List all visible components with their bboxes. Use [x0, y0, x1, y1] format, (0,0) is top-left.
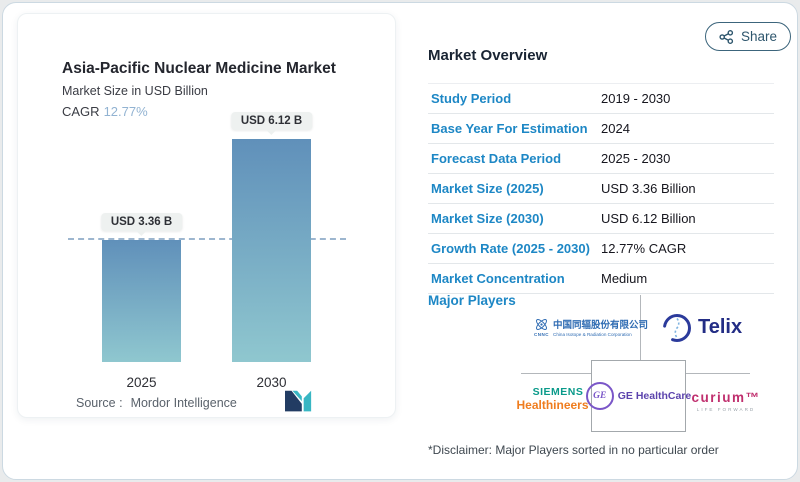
- cagr-line: CAGR 12.77%: [62, 104, 148, 119]
- table-row: Market Size (2030) USD 6.12 Billion: [428, 204, 774, 234]
- row-value: USD 3.36 Billion: [601, 181, 696, 196]
- share-button-label: Share: [741, 29, 778, 44]
- row-label: Market Concentration: [431, 271, 565, 286]
- siemens-word: SIEMENS: [532, 386, 584, 398]
- ge-monogram-icon: GE: [585, 382, 614, 410]
- telix-ring-icon: [663, 314, 691, 342]
- row-value: 2024: [601, 121, 630, 136]
- row-label: Growth Rate (2025 - 2030): [431, 241, 590, 256]
- mordor-intelligence-logo-icon: [285, 390, 313, 419]
- bar-2025: [102, 240, 181, 362]
- row-label: Market Size (2025): [431, 181, 544, 196]
- source-line: Source : Mordor Intelligence: [76, 396, 237, 410]
- source-label: Source :: [76, 396, 123, 410]
- bar-value-tooltip: USD 6.12 B: [230, 112, 313, 130]
- share-button[interactable]: Share: [705, 22, 792, 51]
- cnnc-abbr: CNNC: [534, 332, 549, 337]
- cagr-value: 12.77%: [103, 104, 148, 119]
- table-row: Base Year For Estimation 2024: [428, 114, 774, 144]
- table-row: Market Concentration Medium: [428, 264, 774, 294]
- curium-tagline: LIFE FORWARD: [696, 406, 756, 412]
- plot-area: USD 3.36 B 2025 USD 6.12 B 2030: [58, 112, 358, 390]
- curium-name: curium™: [691, 390, 761, 405]
- overview-panel: Share Market Overview Study Period 2019 …: [428, 3, 792, 479]
- row-label: Market Size (2030): [431, 211, 544, 226]
- china-isotope-name-en: China Isotope & Radiation Corporation: [553, 332, 632, 337]
- orgchart-vertical-line: [640, 295, 641, 360]
- source-name: Mordor Intelligence: [130, 396, 237, 410]
- overview-title: Market Overview: [428, 47, 548, 64]
- cagr-label: CAGR: [62, 104, 100, 119]
- row-value: 12.77% CAGR: [601, 241, 687, 256]
- row-value: USD 6.12 Billion: [601, 211, 696, 226]
- row-value: Medium: [601, 271, 648, 286]
- ge-healthcare-name: GE HealthCare: [617, 390, 692, 402]
- telix-name: Telix: [698, 315, 743, 338]
- player-logo-curium: curium™ LIFE FORWARD: [689, 389, 763, 413]
- major-players-heading: Major Players: [428, 293, 516, 308]
- table-row: Study Period 2019 - 2030: [428, 84, 774, 114]
- bar-2030: [232, 139, 311, 362]
- row-label: Study Period: [431, 91, 512, 106]
- cnnc-emblem-icon: CNNC: [534, 317, 549, 337]
- row-label: Base Year For Estimation: [431, 121, 588, 136]
- share-icon: [719, 29, 734, 44]
- table-row: Market Size (2025) USD 3.36 Billion: [428, 174, 774, 204]
- player-logo-ge-healthcare: GE GE HealthCare: [585, 360, 691, 432]
- chart-subtitle: Market Size in USD Billion: [62, 84, 208, 98]
- overview-table: Study Period 2019 - 2030 Base Year For E…: [428, 83, 774, 294]
- row-value: 2019 - 2030: [601, 91, 671, 106]
- player-logo-telix: Telix: [661, 310, 742, 344]
- bar-value-tooltip: USD 3.36 B: [100, 213, 183, 231]
- player-logo-china-isotope: CNNC 中国同辐股份有限公司 China Isotope & Radiatio…: [534, 317, 648, 337]
- china-isotope-name-cn: 中国同辐股份有限公司: [553, 320, 649, 331]
- x-tick-label: 2025: [126, 375, 157, 390]
- row-label: Forecast Data Period: [431, 151, 562, 166]
- row-value: 2025 - 2030: [601, 151, 671, 166]
- table-row: Forecast Data Period 2025 - 2030: [428, 144, 774, 174]
- chart-card: Asia-Pacific Nuclear Medicine Market Mar…: [17, 13, 396, 418]
- reference-dashed-line: [68, 238, 346, 240]
- chart-title: Asia-Pacific Nuclear Medicine Market: [62, 60, 336, 77]
- x-tick-label: 2030: [256, 375, 287, 390]
- players-disclaimer: *Disclaimer: Major Players sorted in no …: [428, 443, 719, 457]
- table-row: Growth Rate (2025 - 2030) 12.77% CAGR: [428, 234, 774, 264]
